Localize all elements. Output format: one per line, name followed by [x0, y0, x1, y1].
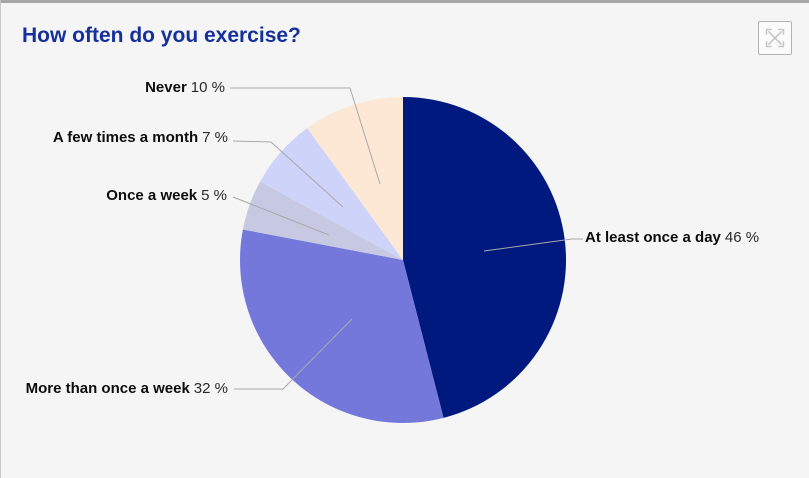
label-leader-lines — [230, 87, 583, 390]
label-once-a-week: Once a week 5 % — [106, 187, 227, 204]
label-at-least-once-a-day: At least once a day 46 % — [585, 229, 760, 246]
expand-icon — [765, 28, 785, 48]
pie-slice-more-than-once-a-week[interactable] — [240, 229, 444, 424]
window-left-border — [0, 0, 1, 478]
pie-slice-never[interactable] — [307, 97, 403, 260]
leader-line-once-a-week — [232, 196, 330, 236]
pie-slice-once-a-week[interactable] — [242, 181, 403, 260]
leader-line-more-than-once-a-week — [234, 318, 353, 390]
pie-slices — [240, 97, 567, 424]
pie-slice-a-few-times-a-month[interactable] — [260, 128, 403, 260]
leader-line-a-few-times-a-month — [232, 140, 344, 208]
leader-line-never — [230, 87, 381, 185]
window-top-border — [0, 0, 809, 3]
expand-button[interactable] — [758, 21, 792, 55]
chart-title: How often do you exercise? — [22, 24, 301, 47]
label-never: Never 10 % — [145, 79, 225, 96]
label-a-few-times-a-month: A few times a month 7 % — [52, 129, 228, 146]
pie-slice-at-least-once-a-day[interactable] — [403, 97, 567, 418]
label-more-than-once-a-week: More than once a week 32 % — [25, 380, 228, 397]
leader-line-at-least-once-a-day — [483, 238, 583, 252]
